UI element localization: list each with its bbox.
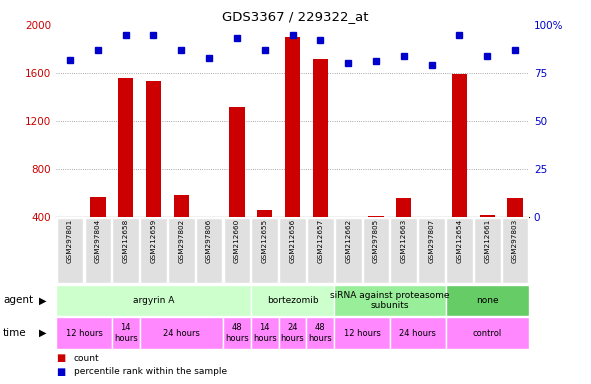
FancyBboxPatch shape — [446, 285, 529, 316]
Text: GSM297805: GSM297805 — [373, 219, 379, 263]
Text: GSM212659: GSM212659 — [151, 219, 157, 263]
FancyBboxPatch shape — [251, 285, 335, 316]
FancyBboxPatch shape — [112, 218, 139, 283]
Bar — [118, 78, 134, 265]
FancyBboxPatch shape — [391, 218, 417, 283]
FancyBboxPatch shape — [335, 285, 446, 316]
FancyBboxPatch shape — [278, 318, 307, 349]
Text: ▶: ▶ — [39, 328, 46, 338]
Text: GSM297804: GSM297804 — [95, 219, 101, 263]
Text: GSM212661: GSM212661 — [484, 219, 490, 263]
FancyBboxPatch shape — [335, 318, 390, 349]
FancyBboxPatch shape — [56, 285, 251, 316]
Bar — [146, 81, 161, 265]
Text: 48
hours: 48 hours — [309, 323, 332, 343]
Text: bortezomib: bortezomib — [267, 296, 319, 305]
Text: ■: ■ — [56, 353, 66, 363]
Bar — [174, 195, 189, 265]
Text: GSM212657: GSM212657 — [317, 219, 323, 263]
FancyBboxPatch shape — [307, 218, 334, 283]
Text: ■: ■ — [56, 367, 66, 377]
FancyBboxPatch shape — [335, 218, 362, 283]
FancyBboxPatch shape — [474, 218, 501, 283]
Text: GSM212656: GSM212656 — [290, 219, 296, 263]
Text: 24
hours: 24 hours — [281, 323, 304, 343]
Text: none: none — [476, 296, 499, 305]
FancyBboxPatch shape — [168, 218, 194, 283]
Text: GSM297801: GSM297801 — [67, 219, 73, 263]
FancyBboxPatch shape — [446, 218, 473, 283]
FancyBboxPatch shape — [279, 218, 306, 283]
FancyBboxPatch shape — [57, 218, 83, 283]
FancyBboxPatch shape — [307, 318, 335, 349]
FancyBboxPatch shape — [223, 218, 250, 283]
Bar — [285, 37, 300, 265]
Text: 24 hours: 24 hours — [163, 329, 200, 338]
FancyBboxPatch shape — [112, 318, 139, 349]
Text: siRNA against proteasome
subunits: siRNA against proteasome subunits — [330, 291, 450, 310]
Bar — [396, 198, 411, 265]
Text: ▶: ▶ — [39, 295, 46, 306]
FancyBboxPatch shape — [139, 318, 223, 349]
Text: 12 hours: 12 hours — [66, 329, 102, 338]
Text: time: time — [3, 328, 27, 338]
Bar — [368, 216, 384, 265]
FancyBboxPatch shape — [502, 218, 528, 283]
FancyBboxPatch shape — [140, 218, 167, 283]
Text: GSM212663: GSM212663 — [401, 219, 407, 263]
Bar — [479, 215, 495, 265]
Bar — [452, 74, 467, 265]
Text: GDS3367 / 229322_at: GDS3367 / 229322_at — [222, 10, 369, 23]
Bar — [257, 210, 272, 265]
FancyBboxPatch shape — [85, 218, 111, 283]
Text: GSM297803: GSM297803 — [512, 219, 518, 263]
Text: 24 hours: 24 hours — [400, 329, 436, 338]
Text: GSM297802: GSM297802 — [178, 219, 184, 263]
Bar — [340, 218, 356, 265]
FancyBboxPatch shape — [251, 318, 278, 349]
Text: GSM297806: GSM297806 — [206, 219, 212, 263]
FancyBboxPatch shape — [196, 218, 222, 283]
FancyBboxPatch shape — [446, 318, 529, 349]
Text: percentile rank within the sample: percentile rank within the sample — [74, 367, 227, 376]
Bar — [229, 107, 245, 265]
Text: 48
hours: 48 hours — [225, 323, 249, 343]
Text: GSM212654: GSM212654 — [456, 219, 462, 263]
FancyBboxPatch shape — [390, 318, 446, 349]
Text: GSM212658: GSM212658 — [123, 219, 129, 263]
Bar — [508, 198, 522, 265]
Bar — [424, 222, 439, 265]
Text: 14
hours: 14 hours — [253, 323, 277, 343]
Bar — [90, 197, 106, 265]
Text: control: control — [473, 329, 502, 338]
Text: argyrin A: argyrin A — [133, 296, 174, 305]
Text: GSM212660: GSM212660 — [234, 219, 240, 263]
FancyBboxPatch shape — [363, 218, 389, 283]
FancyBboxPatch shape — [56, 318, 112, 349]
Bar — [202, 218, 217, 265]
FancyBboxPatch shape — [251, 218, 278, 283]
Text: GSM212662: GSM212662 — [345, 219, 351, 263]
Bar — [313, 59, 328, 265]
Text: 14
hours: 14 hours — [114, 323, 138, 343]
FancyBboxPatch shape — [418, 218, 445, 283]
Text: GSM212655: GSM212655 — [262, 219, 268, 263]
Text: count: count — [74, 354, 99, 362]
Bar — [63, 218, 77, 265]
Text: agent: agent — [3, 295, 33, 306]
Text: 12 hours: 12 hours — [343, 329, 381, 338]
FancyBboxPatch shape — [223, 318, 251, 349]
Text: GSM297807: GSM297807 — [428, 219, 434, 263]
